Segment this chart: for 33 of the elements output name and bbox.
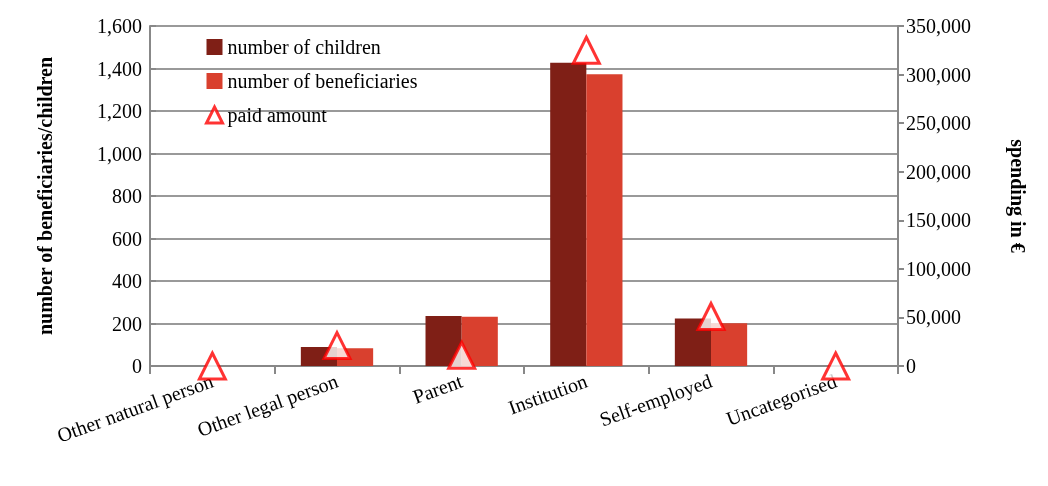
y-tick-label: 0 xyxy=(132,355,142,377)
y2-tick-label: 0 xyxy=(906,355,916,377)
bar xyxy=(461,316,498,366)
legend-label: number of children xyxy=(227,36,381,58)
bar xyxy=(586,74,623,366)
y2-tick-label: 350,000 xyxy=(906,15,971,37)
point xyxy=(571,35,601,65)
y-tick-label: 1,200 xyxy=(97,100,142,122)
y-tick-label: 1,600 xyxy=(97,15,142,37)
legend-label: number of beneficiaries xyxy=(227,70,418,92)
bar xyxy=(711,323,748,366)
point xyxy=(696,301,726,331)
y-tick-label: 400 xyxy=(112,270,142,292)
y2-tick-label: 50,000 xyxy=(906,306,961,329)
y-tick-label: 200 xyxy=(112,312,142,335)
bar xyxy=(550,62,587,366)
y2-tick-label: 250,000 xyxy=(906,112,971,135)
point xyxy=(322,331,352,361)
y2-axis-title: spending in € xyxy=(1006,139,1029,253)
y2-tick-label: 100,000 xyxy=(906,257,971,280)
y-tick-label: 600 xyxy=(112,227,142,250)
legend-label: paid amount xyxy=(227,104,328,127)
point xyxy=(197,351,227,381)
point xyxy=(447,340,477,370)
y2-tick-label: 300,000 xyxy=(906,63,971,86)
y-tick-label: 800 xyxy=(112,185,142,207)
y-tick-label: 1,000 xyxy=(97,142,142,165)
y-tick-label: 1,400 xyxy=(97,57,142,80)
y-axis-title: number of beneficiaries/children xyxy=(34,56,56,336)
bar xyxy=(674,318,711,366)
y2-tick-label: 150,000 xyxy=(906,209,971,232)
y2-tick-label: 200,000 xyxy=(906,160,971,183)
x-tick-label: Parent xyxy=(409,369,466,408)
